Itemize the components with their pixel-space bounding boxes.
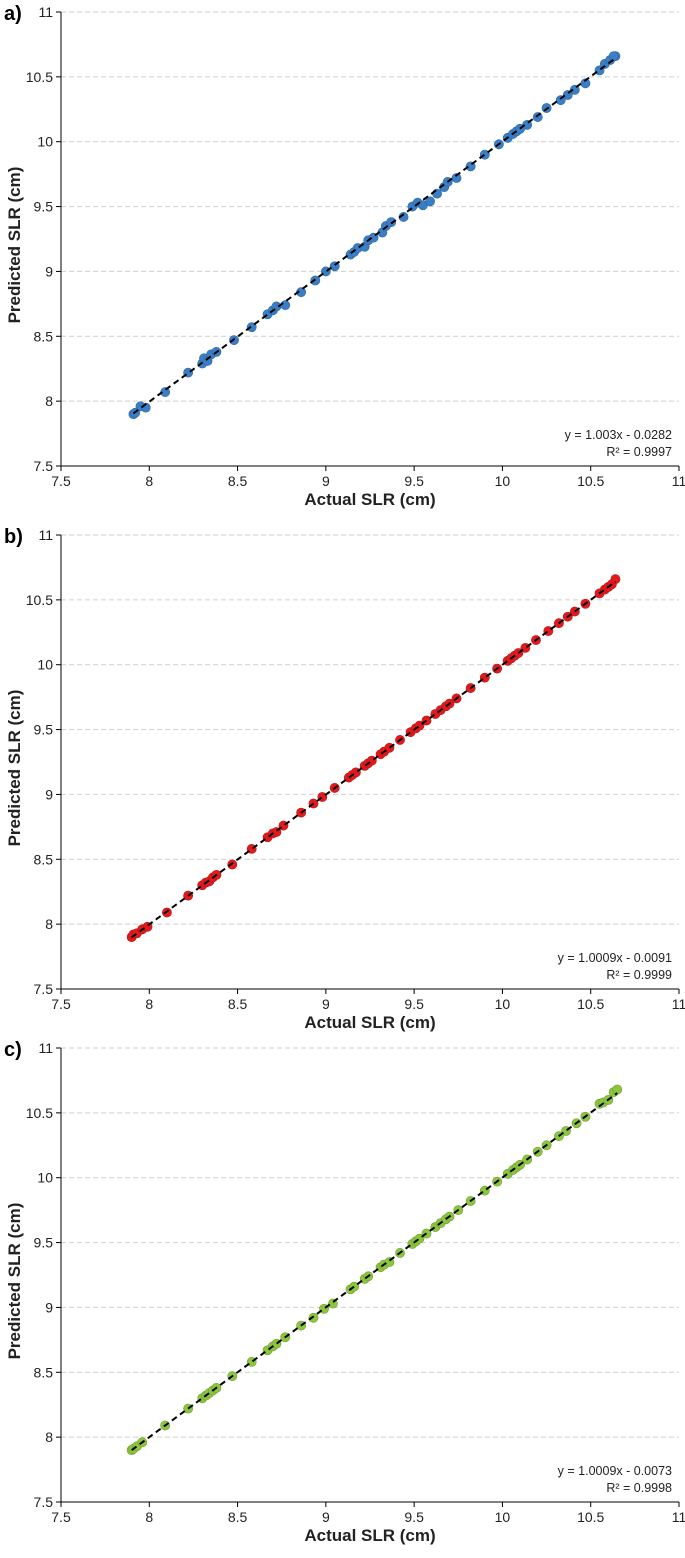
y-tick-label-c-0: 7.5: [34, 1494, 54, 1510]
x-tick-label-c-0: 7.5: [51, 1509, 71, 1525]
x-tick-label-a-1: 8: [145, 473, 153, 489]
x-tick-label-a-4: 9.5: [404, 473, 424, 489]
y-tick-label-a-7: 11: [38, 4, 53, 20]
x-axis-title-c: Actual SLR (cm): [304, 1526, 435, 1545]
x-tick-label-a-2: 8.5: [228, 473, 248, 489]
y-tick-label-a-6: 10.5: [26, 69, 53, 85]
y-tick-label-c-5: 10: [37, 1170, 53, 1186]
panel-label-b: b): [4, 526, 23, 548]
r-squared-b: R² = 0.9999: [606, 968, 672, 982]
y-tick-label-a-5: 10: [37, 134, 53, 150]
chart-panel-c: c) 7.5 8 8.5 9 9.5 10 10.5 11 7.5 8 8.5 9 9.5 10 10.5 1…: [0, 1036, 685, 1556]
y-tick-label-a-1: 8: [45, 393, 53, 409]
x-tick-label-a-6: 10.5: [577, 473, 604, 489]
y-axis-title-c: Predicted SLR (cm): [5, 1203, 24, 1360]
x-tick-label-c-4: 9.5: [404, 1509, 424, 1525]
x-tick-label-a-7: 11: [672, 473, 685, 489]
y-tick-label-c-7: 11: [38, 1040, 53, 1056]
data-point-a-35: [432, 188, 442, 199]
y-tick-label-b-5: 10: [37, 657, 53, 673]
x-tick-label-c-6: 10.5: [577, 1509, 604, 1525]
y-tick-label-b-3: 9: [45, 786, 53, 802]
y-axis-title-b: Predicted SLR (cm): [5, 690, 24, 847]
data-point-a-38: [451, 173, 462, 183]
data-point-a-29: [386, 217, 397, 228]
y-tick-label-a-0: 7.5: [34, 458, 54, 474]
y-tick-label-b-6: 10.5: [26, 592, 53, 608]
data-point-a-4: [160, 387, 171, 397]
y-tick-label-a-2: 8.5: [34, 328, 54, 344]
y-tick-label-b-0: 7.5: [34, 981, 54, 997]
trendline-equation-c: y = 1.0009x - 0.0073: [558, 1464, 672, 1478]
panel-label-a: a): [4, 3, 22, 25]
chart-panel-b: b) 7.5 8 8.5 9 9.5 10 10.5 11 7.5 8 8.5 9 9.5 10 10.5 1…: [0, 523, 685, 1043]
trendline-equation-a: y = 1.003x - 0.0282: [565, 428, 672, 442]
x-tick-label-b-2: 8.5: [228, 996, 248, 1012]
x-tick-label-b-6: 10.5: [577, 996, 604, 1012]
y-tick-label-b-1: 8: [45, 916, 53, 932]
trendline-equation-b: y = 1.0009x - 0.0091: [558, 951, 672, 965]
data-point-a-12: [246, 322, 257, 333]
data-point-a-34: [425, 196, 435, 207]
x-tick-label-b-4: 9.5: [404, 996, 424, 1012]
data-point-c-18: [308, 1312, 319, 1323]
x-tick-label-a-5: 10: [495, 473, 511, 489]
x-tick-label-b-3: 9: [322, 996, 330, 1012]
scatter-chart-b: b) 7.5 8 8.5 9 9.5 10 10.5 11 7.5 8 8.5 9 9.5 10 10.5 1…: [4, 526, 685, 1032]
x-axis-title-a: Actual SLR (cm): [304, 490, 435, 509]
x-tick-label-c-3: 9: [322, 1509, 330, 1525]
panel-label-c: c): [4, 1039, 22, 1061]
y-tick-label-c-6: 10.5: [26, 1105, 53, 1121]
y-tick-label-b-2: 8.5: [34, 851, 54, 867]
y-axis-title-a: Predicted SLR (cm): [5, 167, 24, 324]
data-point-a-16: [280, 300, 291, 311]
scatter-chart-c: c) 7.5 8 8.5 9 9.5 10 10.5 11 7.5 8 8.5 9 9.5 10 10.5 1…: [4, 1039, 685, 1545]
x-axis-title-b: Actual SLR (cm): [304, 1013, 435, 1032]
trendline-c: [131, 1092, 618, 1451]
y-tick-label-a-4: 9.5: [34, 199, 54, 215]
y-tick-label-a-3: 9: [45, 263, 53, 279]
x-tick-label-c-1: 8: [145, 1509, 153, 1525]
data-point-b-59: [610, 574, 621, 585]
r-squared-a: R² = 0.9997: [606, 445, 672, 459]
x-tick-label-c-5: 10: [495, 1509, 511, 1525]
r-squared-c: R² = 0.9998: [606, 1481, 672, 1495]
scatter-chart-a: a) 7.5 8 8.5 9 9.5 10 10.5 11 7.5 8 8.5 9 9.5 10 10.5 1…: [4, 3, 685, 509]
y-tick-label-c-3: 9: [45, 1299, 53, 1315]
x-tick-label-c-2: 8.5: [228, 1509, 248, 1525]
data-point-a-57: [608, 51, 619, 62]
data-point-c-56: [612, 1084, 623, 1095]
y-tick-label-b-4: 9.5: [34, 722, 54, 738]
x-tick-label-a-0: 7.5: [51, 473, 71, 489]
x-tick-label-b-0: 7.5: [51, 996, 71, 1012]
x-tick-label-a-3: 9: [322, 473, 330, 489]
chart-panel-a: a) 7.5 8 8.5 9 9.5 10 10.5 11 7.5 8 8.5 9 9.5 10 10.5 1…: [0, 0, 685, 520]
y-tick-label-c-4: 9.5: [34, 1235, 54, 1251]
y-tick-label-c-2: 8.5: [34, 1364, 54, 1380]
x-tick-label-b-1: 8: [145, 996, 153, 1012]
x-tick-label-c-7: 11: [672, 1509, 685, 1525]
x-tick-label-b-7: 11: [672, 996, 685, 1012]
x-tick-label-b-5: 10: [495, 996, 511, 1012]
y-tick-label-b-7: 11: [38, 527, 53, 543]
y-tick-label-c-1: 8: [45, 1429, 53, 1445]
trendline-b: [131, 580, 617, 939]
